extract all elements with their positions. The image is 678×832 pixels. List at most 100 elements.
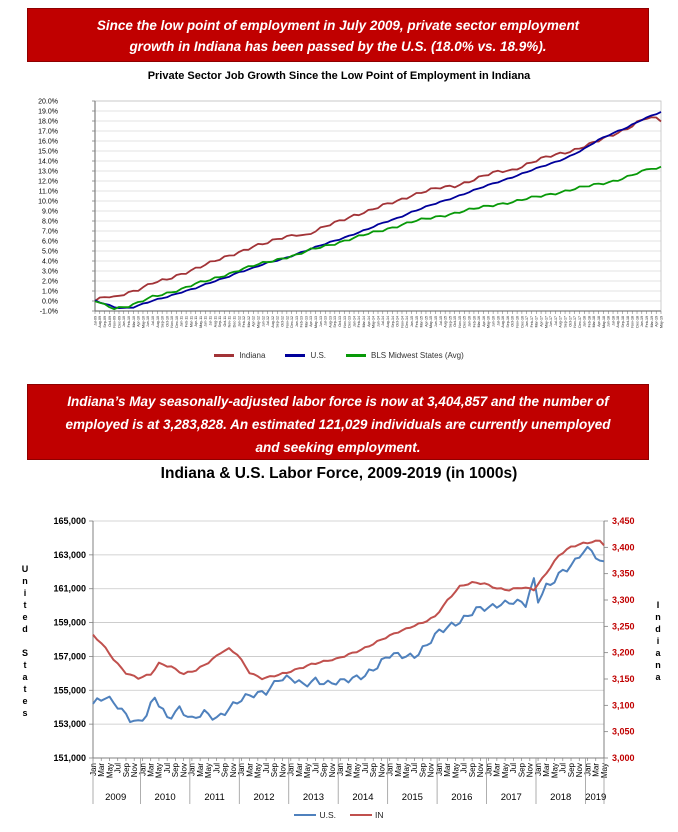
svg-text:Oct-12: Oct-12 (280, 316, 284, 327)
svg-text:Oct-10: Oct-10 (165, 316, 169, 327)
svg-text:Jan: Jan (583, 763, 592, 776)
top-banner-line-2: growth in Indiana has been passed by the… (129, 39, 547, 54)
chart1-canvas: 20.0% 19.0% 18.0% 17.0% 16.0% 15.0% 14.0% 13.0%… (38, 98, 663, 328)
svg-text:Nov: Nov (526, 763, 535, 777)
svg-text:Sep-10: Sep-10 (161, 316, 165, 328)
chart2-legend-item: IN (350, 810, 384, 820)
legend-swatch-icon (214, 354, 235, 357)
svg-text:Feb-19: Feb-19 (645, 316, 649, 327)
svg-text:Nov-17: Nov-17 (573, 316, 577, 328)
svg-text:Feb-10: Feb-10 (127, 316, 131, 327)
svg-text:May-11: May-11 (199, 316, 203, 328)
svg-text:Oct-18: Oct-18 (626, 316, 630, 327)
chart1-title: Private Sector Job Growth Since the Low … (147, 70, 531, 82)
chart2-x-tick-labels: JanMarMayJulSepNovJanMarMayJulSepNovJanM… (89, 758, 609, 778)
svg-text:15.0%: 15.0% (38, 148, 58, 155)
svg-text:165,000: 165,000 (53, 516, 86, 526)
svg-text:Jan-13: Jan-13 (295, 316, 299, 327)
svg-text:Aug-14: Aug-14 (386, 316, 390, 328)
svg-text:19.0%: 19.0% (38, 108, 58, 115)
svg-text:Jan-12: Jan-12 (237, 316, 241, 327)
svg-text:Jan: Jan (336, 763, 345, 776)
top-banner: Since the low point of employment in Jul… (27, 8, 649, 62)
svg-text:Jan-10: Jan-10 (122, 316, 126, 327)
svg-text:Sep: Sep (418, 762, 427, 777)
legend-swatch-icon (350, 813, 373, 817)
svg-text:Jul-12: Jul-12 (266, 316, 270, 326)
svg-text:Aug-11: Aug-11 (213, 316, 217, 327)
legend-swatch-icon (346, 354, 367, 357)
svg-text:Sep: Sep (221, 762, 230, 777)
chart1-gridlines (95, 100, 661, 312)
svg-text:Jun-12: Jun-12 (261, 316, 265, 327)
chart2-year-labels: 2009 2010 2011 2012 2013 2014 2015 2016 2017 2018… (92, 758, 606, 804)
svg-text:May: May (155, 763, 164, 778)
svg-text:Jan-14: Jan-14 (352, 316, 356, 327)
svg-text:Jun-13: Jun-13 (319, 316, 323, 327)
svg-text:Mar: Mar (344, 763, 353, 777)
chart1-line-2 (94, 165, 662, 311)
svg-text:Sep-15: Sep-15 (448, 316, 452, 328)
middle-banner-line-1: Indiana’s May seasonally-adjusted labor … (67, 394, 609, 409)
svg-text:Sep-14: Sep-14 (391, 316, 395, 328)
svg-text:Feb-17: Feb-17 (530, 316, 534, 327)
chart2-right-tick-labels: 3,450 3,400 3,350 3,300 3,250 3,200 3,150 3,100… (604, 516, 635, 763)
svg-text:10.0%: 10.0% (38, 198, 58, 205)
svg-text:Nov: Nov (130, 763, 139, 777)
svg-text:Nov-15: Nov-15 (458, 316, 462, 328)
svg-text:2017: 2017 (501, 792, 522, 803)
legend-swatch-icon (285, 354, 306, 357)
svg-text:Aug-09: Aug-09 (98, 316, 102, 328)
svg-text:Sep: Sep (122, 762, 131, 777)
svg-text:157,000: 157,000 (53, 651, 86, 661)
svg-text:Feb-14: Feb-14 (357, 316, 361, 327)
svg-text:2011: 2011 (204, 792, 224, 803)
svg-text:Sep-11: Sep-11 (218, 316, 222, 327)
svg-text:Aug-17: Aug-17 (559, 316, 563, 328)
svg-text:Jul: Jul (361, 763, 370, 773)
svg-text:Aug-18: Aug-18 (616, 316, 620, 328)
svg-text:Dec-12: Dec-12 (290, 316, 294, 328)
svg-text:Jan: Jan (188, 763, 197, 776)
svg-text:Jan: Jan (484, 763, 493, 776)
svg-text:Aug-12: Aug-12 (271, 316, 275, 328)
svg-text:Oct-11: Oct-11 (223, 316, 227, 327)
svg-text:Aug-16: Aug-16 (501, 316, 505, 328)
svg-text:Apr-12: Apr-12 (252, 316, 256, 327)
svg-text:Dec-15: Dec-15 (463, 316, 467, 328)
svg-text:May: May (105, 763, 114, 778)
svg-text:3,400: 3,400 (612, 542, 635, 552)
svg-text:May-10: May-10 (141, 316, 145, 328)
svg-text:Mar: Mar (196, 763, 205, 777)
svg-text:Aug-15: Aug-15 (444, 316, 448, 328)
svg-text:3,050: 3,050 (612, 727, 635, 737)
chart2-title: Indiana & U.S. Labor Force, 2009-2019 (i… (160, 465, 518, 482)
svg-text:Nov-12: Nov-12 (285, 316, 289, 328)
svg-text:Jan-19: Jan-19 (640, 316, 644, 327)
svg-text:Jul-11: Jul-11 (209, 316, 213, 326)
svg-text:Aug-13: Aug-13 (328, 316, 332, 328)
svg-text:May: May (402, 763, 411, 778)
svg-text:Mar-14: Mar-14 (362, 316, 366, 327)
svg-text:Jul: Jul (410, 763, 419, 773)
svg-text:Mar: Mar (443, 763, 452, 777)
svg-text:Nov-16: Nov-16 (516, 316, 520, 328)
svg-text:Jul: Jul (114, 763, 123, 773)
legend-label: IN (375, 810, 384, 820)
svg-text:7.0%: 7.0% (42, 228, 58, 235)
svg-text:Dec-18: Dec-18 (635, 316, 639, 328)
svg-text:Jun-15: Jun-15 (434, 316, 438, 327)
svg-text:Sep: Sep (517, 762, 526, 777)
svg-text:Dec-10: Dec-10 (175, 316, 179, 328)
svg-text:May: May (353, 763, 362, 778)
svg-text:Nov-18: Nov-18 (631, 316, 635, 328)
svg-text:2019: 2019 (585, 792, 606, 803)
svg-text:12.0%: 12.0% (38, 178, 58, 185)
chart2-right-axis-title: I n d i a n a (655, 600, 661, 682)
svg-text:0.0%: 0.0% (42, 298, 58, 305)
svg-text:2018: 2018 (550, 792, 571, 803)
svg-text:Jul: Jul (460, 763, 469, 773)
svg-text:Sep-18: Sep-18 (621, 316, 625, 328)
chart2-line-us (92, 545, 605, 724)
